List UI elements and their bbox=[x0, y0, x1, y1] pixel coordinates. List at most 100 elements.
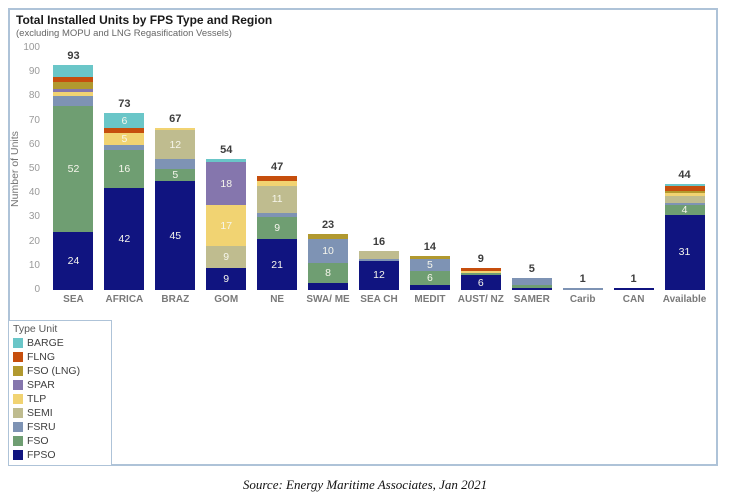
bar-segment-tlp[interactable]: 5 bbox=[104, 132, 145, 145]
bar-segment-fso-lng-[interactable] bbox=[664, 190, 705, 194]
bar-segment-barge[interactable] bbox=[664, 183, 705, 187]
bar-segment-fso[interactable]: 4 bbox=[664, 205, 705, 215]
bar-segment-fpso[interactable] bbox=[511, 287, 552, 290]
bar-segment-fpso[interactable]: 45 bbox=[155, 181, 196, 290]
bar-segment-semi[interactable]: 12 bbox=[155, 130, 196, 160]
bar-segment-fpso[interactable]: 6 bbox=[460, 275, 501, 290]
bar-stack: 24 52 bbox=[53, 65, 94, 290]
bar-segment-fso-lng-[interactable] bbox=[53, 81, 94, 90]
bar-segment-fsru[interactable] bbox=[53, 96, 94, 107]
bar-segment-fpso[interactable]: 12 bbox=[358, 260, 399, 290]
legend-label: FSRU bbox=[27, 421, 56, 433]
legend-label: FSO (LNG) bbox=[27, 365, 81, 377]
bar-segment-tlp[interactable] bbox=[460, 270, 501, 274]
x-axis-label: SEA bbox=[63, 294, 84, 305]
bar-segment-flng[interactable] bbox=[257, 176, 298, 182]
bar-segment-semi[interactable] bbox=[358, 251, 399, 259]
bar-segment-fpso[interactable]: 9 bbox=[206, 268, 247, 290]
bar-segment-fpso[interactable]: 21 bbox=[257, 239, 298, 290]
bar-segment-semi[interactable]: 9 bbox=[206, 246, 247, 269]
legend-rows: BARGE FLNG FSO (LNG) SPAR TLP SEMI FSRU FSO FPSO bbox=[13, 336, 111, 462]
bar-stack: 45 5 12 bbox=[155, 127, 196, 290]
legend-item[interactable]: SEMI bbox=[13, 406, 111, 420]
bar-segment-fsru[interactable] bbox=[562, 287, 603, 290]
bar-segment-fsru[interactable] bbox=[511, 277, 552, 286]
bar-segment-fsru[interactable]: 5 bbox=[409, 258, 450, 271]
bar-segment-fsru[interactable] bbox=[664, 202, 705, 206]
bar-segment-fso[interactable]: 8 bbox=[308, 263, 349, 283]
bar-segment-fpso[interactable]: 31 bbox=[664, 214, 705, 290]
x-axis-label: SAMER bbox=[513, 294, 550, 305]
legend-item[interactable]: TLP bbox=[13, 392, 111, 406]
bar-segment-fso[interactable]: 16 bbox=[104, 149, 145, 189]
bar-segment-fso-lng-[interactable] bbox=[308, 234, 349, 240]
bar-total-label: 1 bbox=[579, 272, 586, 285]
bar-segment-flng[interactable] bbox=[104, 127, 145, 133]
bar-segment-semi[interactable] bbox=[664, 195, 705, 203]
bar-segment-fso[interactable] bbox=[511, 285, 552, 288]
bar-segment-fpso[interactable]: 42 bbox=[104, 188, 145, 290]
bar-segment-spar[interactable]: 18 bbox=[206, 161, 247, 206]
bar-segment-barge[interactable] bbox=[53, 65, 94, 78]
bar-segment-tlp[interactable] bbox=[664, 193, 705, 196]
legend-label: TLP bbox=[27, 393, 47, 405]
bar-column: 45 5 12 67 bbox=[150, 48, 201, 290]
legend-swatch bbox=[13, 352, 23, 362]
bar-segment-tlp[interactable] bbox=[53, 91, 94, 97]
legend-item[interactable]: BARGE bbox=[13, 336, 111, 350]
bar-segment-tlp[interactable]: 17 bbox=[206, 205, 247, 247]
bar-segment-flng[interactable] bbox=[53, 77, 94, 82]
bar-segment-fpso[interactable] bbox=[409, 285, 450, 290]
bar-segment-fso[interactable]: 9 bbox=[257, 217, 298, 240]
legend-item[interactable]: FSO bbox=[13, 434, 111, 448]
y-tick-label: 0 bbox=[34, 284, 40, 295]
bar-stack: 31 4 bbox=[664, 183, 705, 290]
bar-segment-fpso[interactable] bbox=[613, 287, 654, 290]
legend-title: Type Unit bbox=[13, 323, 58, 335]
bar-stack: 12 bbox=[358, 251, 399, 290]
legend-item[interactable]: FLNG bbox=[13, 350, 111, 364]
bar-segment-fsru[interactable] bbox=[358, 258, 399, 261]
x-axis-label: SEA CH bbox=[360, 294, 398, 305]
legend-box: Type Unit BARGE FLNG FSO (LNG) SPAR TLP SEMI F… bbox=[8, 320, 112, 466]
bar-segment-fsru[interactable] bbox=[257, 212, 298, 218]
legend-item[interactable]: FSRU bbox=[13, 420, 111, 434]
legend-swatch bbox=[13, 380, 23, 390]
bar-segment-fso[interactable] bbox=[460, 273, 501, 276]
bar-stack: 9 9 17 18 bbox=[206, 159, 247, 290]
bar-segment-fpso[interactable]: 24 bbox=[53, 231, 94, 290]
bar-column: 1 bbox=[557, 48, 608, 290]
bar-segment-spar[interactable] bbox=[53, 89, 94, 92]
bar-segment-fso-lng-[interactable] bbox=[409, 256, 450, 259]
bar-segment-fso[interactable]: 6 bbox=[409, 270, 450, 286]
bar-column: 1 bbox=[608, 48, 659, 290]
bar-segment-fsru[interactable] bbox=[155, 159, 196, 170]
x-axis-label: AUST/ NZ bbox=[457, 294, 504, 305]
bar-column: 6 5 14 bbox=[404, 48, 455, 290]
legend-item[interactable]: FPSO bbox=[13, 448, 111, 462]
bar-segment-fsru[interactable]: 10 bbox=[308, 239, 349, 264]
bar-segment-fpso[interactable] bbox=[308, 282, 349, 290]
bar-stack: 6 bbox=[460, 268, 501, 290]
bar-segment-barge[interactable]: 6 bbox=[104, 113, 145, 128]
legend-label: FLNG bbox=[27, 351, 56, 363]
bar-segment-fso[interactable]: 5 bbox=[155, 169, 196, 182]
x-axis-label: SWA/ ME bbox=[306, 294, 350, 305]
y-tick-label: 80 bbox=[28, 90, 40, 102]
bar-segment-flng[interactable] bbox=[664, 186, 705, 191]
bar-segment-tlp[interactable] bbox=[257, 181, 298, 186]
bar-total-label: 5 bbox=[528, 262, 535, 275]
bar-segment-semi[interactable]: 11 bbox=[257, 185, 298, 213]
bar-total-label: 73 bbox=[118, 98, 131, 111]
legend-item[interactable]: FSO (LNG) bbox=[13, 364, 111, 378]
x-axis-label: GOM bbox=[214, 294, 239, 305]
legend-item[interactable]: SPAR bbox=[13, 378, 111, 392]
legend-swatch bbox=[13, 450, 23, 460]
source-citation: Source: Energy Maritime Associates, Jan … bbox=[242, 477, 488, 492]
bar-segment-tlp[interactable] bbox=[155, 127, 196, 131]
bar-segment-flng[interactable] bbox=[460, 268, 501, 271]
bar-segment-fso[interactable]: 52 bbox=[53, 106, 94, 232]
bar-segment-barge[interactable] bbox=[206, 159, 247, 162]
bar-segment-fsru[interactable] bbox=[104, 144, 145, 150]
bar-total-label: 23 bbox=[321, 219, 335, 232]
